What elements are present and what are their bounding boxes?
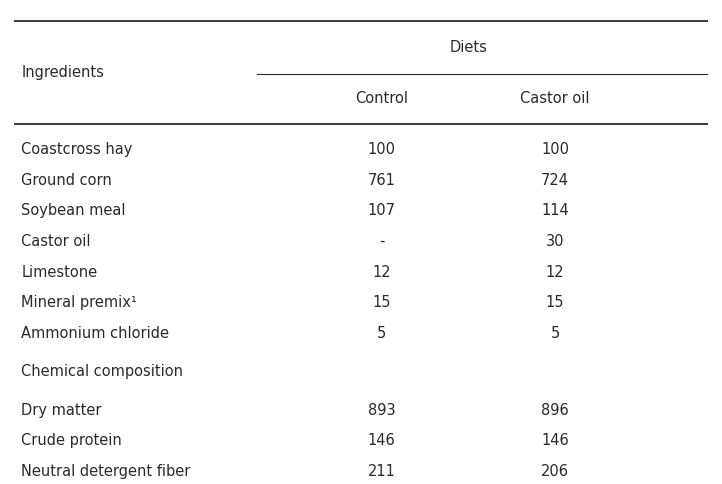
Text: Dry matter: Dry matter xyxy=(22,403,102,418)
Text: 893: 893 xyxy=(368,403,396,418)
Text: 761: 761 xyxy=(367,173,396,188)
Text: 15: 15 xyxy=(546,295,565,310)
Text: 896: 896 xyxy=(542,403,569,418)
Text: 146: 146 xyxy=(368,433,396,448)
Text: Ground corn: Ground corn xyxy=(22,173,112,188)
Text: 146: 146 xyxy=(542,433,569,448)
Text: 100: 100 xyxy=(541,142,569,157)
Text: Castor oil: Castor oil xyxy=(521,91,590,106)
Text: -: - xyxy=(379,234,385,249)
Text: 107: 107 xyxy=(367,203,396,218)
Text: Control: Control xyxy=(355,91,409,106)
Text: 5: 5 xyxy=(377,326,386,341)
Text: Neutral detergent fiber: Neutral detergent fiber xyxy=(22,464,191,479)
Text: 114: 114 xyxy=(542,203,569,218)
Text: 12: 12 xyxy=(373,265,391,280)
Text: 211: 211 xyxy=(367,464,396,479)
Text: Coastcross hay: Coastcross hay xyxy=(22,142,133,157)
Text: 30: 30 xyxy=(546,234,565,249)
Text: 15: 15 xyxy=(373,295,391,310)
Text: Chemical composition: Chemical composition xyxy=(22,364,183,379)
Text: 12: 12 xyxy=(546,265,565,280)
Text: 5: 5 xyxy=(550,326,560,341)
Text: Diets: Diets xyxy=(450,40,487,55)
Text: 206: 206 xyxy=(541,464,569,479)
Text: Castor oil: Castor oil xyxy=(22,234,91,249)
Text: Mineral premix¹: Mineral premix¹ xyxy=(22,295,137,310)
Text: Crude protein: Crude protein xyxy=(22,433,122,448)
Text: Ammonium chloride: Ammonium chloride xyxy=(22,326,170,341)
Text: Soybean meal: Soybean meal xyxy=(22,203,126,218)
Text: 724: 724 xyxy=(541,173,569,188)
Text: 100: 100 xyxy=(367,142,396,157)
Text: Ingredients: Ingredients xyxy=(22,65,104,80)
Text: Limestone: Limestone xyxy=(22,265,97,280)
